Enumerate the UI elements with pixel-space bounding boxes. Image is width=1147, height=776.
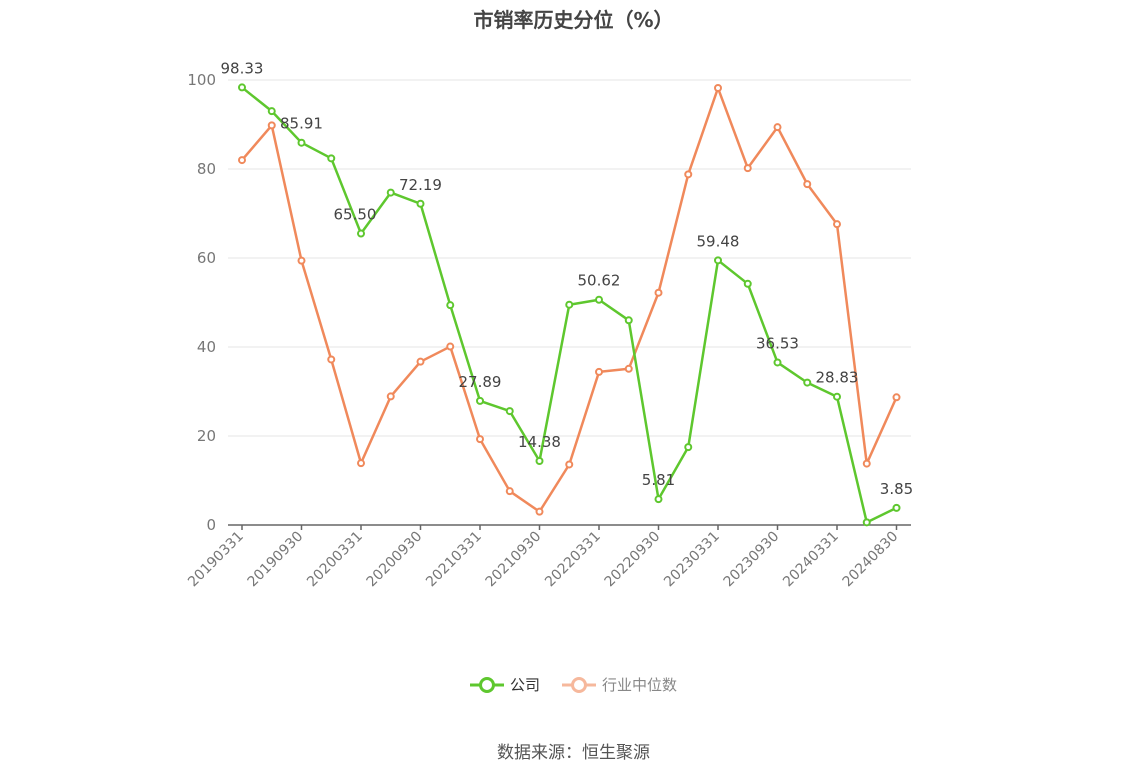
data-point — [327, 154, 336, 163]
data-point — [773, 358, 782, 367]
data-point — [267, 121, 276, 130]
x-axis: 2019033120190930202003312020093020210331… — [185, 524, 911, 591]
legend-item-company[interactable]: 公司 — [469, 674, 540, 695]
legend-marker-icon — [562, 676, 596, 693]
data-point — [714, 256, 722, 265]
data-point — [833, 220, 841, 229]
data-point — [565, 300, 574, 309]
data-point — [862, 459, 871, 468]
data-point — [862, 518, 871, 527]
data-point — [535, 457, 544, 466]
data-point — [416, 357, 425, 366]
x-tick-label: 20240830 — [840, 529, 902, 591]
data-point — [476, 396, 484, 405]
data-point — [743, 164, 752, 173]
data-point — [743, 279, 752, 288]
legend-label-company: 公司 — [509, 676, 540, 694]
x-tick-label: 20190331 — [185, 529, 247, 591]
legend-marker-icon — [469, 676, 504, 693]
data-point — [833, 392, 841, 401]
x-tick-label: 20230331 — [661, 529, 723, 591]
data-point — [803, 378, 812, 387]
data-point — [654, 495, 663, 504]
data-point — [892, 393, 901, 402]
data-point — [773, 123, 782, 132]
source-note: 数据来源：恒生聚源 — [497, 743, 650, 763]
data-point — [238, 156, 246, 165]
data-label: 72.19 — [399, 176, 442, 194]
data-point — [297, 256, 306, 265]
series-layer — [238, 83, 901, 527]
legend: 公司 行业中位数 — [0, 674, 1147, 695]
x-tick-label: 20240331 — [780, 529, 842, 591]
data-point — [505, 407, 514, 416]
data-label: 59.48 — [697, 232, 740, 250]
data-point — [565, 460, 574, 469]
data-point — [386, 188, 395, 197]
data-point — [684, 443, 693, 452]
x-tick-label: 20220331 — [542, 529, 604, 591]
data-label: 5.81 — [642, 471, 675, 489]
data-point — [714, 84, 722, 93]
data-point — [684, 170, 693, 179]
data-label: 65.50 — [334, 206, 377, 224]
data-point — [297, 138, 306, 147]
data-point — [505, 487, 514, 496]
data-point — [357, 459, 365, 468]
data-point — [416, 199, 425, 208]
x-tick-label: 20210930 — [483, 529, 545, 591]
data-labels: 98.33 85.91 65.50 72.19 27.89 14.38 50.62 5.81 5… — [221, 59, 914, 497]
data-point — [476, 435, 484, 444]
y-tick-label: 0 — [206, 516, 216, 534]
x-tick-label: 20190930 — [245, 529, 307, 591]
data-point — [803, 180, 812, 189]
data-point — [446, 342, 455, 351]
legend-item-industry[interactable]: 行业中位数 — [562, 674, 677, 695]
data-point — [327, 355, 336, 364]
data-point — [624, 364, 633, 373]
data-point — [892, 503, 901, 512]
data-label: 50.62 — [578, 272, 621, 290]
data-point — [595, 367, 603, 376]
data-label: 14.38 — [518, 433, 561, 451]
series-line-industry — [241, 86, 898, 513]
data-point — [446, 301, 455, 310]
data-label: 36.53 — [756, 334, 799, 352]
data-label: 3.85 — [880, 480, 913, 498]
y-tick-label: 80 — [197, 160, 216, 178]
x-tick-label: 20230930 — [721, 529, 783, 591]
data-point — [238, 83, 246, 92]
legend-label-industry: 行业中位数 — [602, 676, 678, 694]
y-tick-label: 20 — [197, 427, 216, 445]
data-point — [267, 107, 276, 116]
y-tick-label: 40 — [197, 338, 216, 356]
grid-lines — [228, 79, 911, 437]
y-tick-label: 60 — [197, 249, 216, 267]
data-label: 28.83 — [816, 369, 859, 387]
x-tick-label: 20220930 — [602, 529, 664, 591]
data-label: 98.33 — [221, 59, 264, 77]
x-tick-label: 20210331 — [423, 529, 485, 591]
x-tick-label: 20200930 — [364, 529, 426, 591]
y-axis: 0 20 40 60 80 100 — [187, 71, 216, 534]
data-point — [357, 229, 365, 238]
data-point — [624, 316, 633, 325]
data-point — [595, 295, 603, 304]
y-tick-label: 100 — [187, 71, 216, 89]
chart-title: 市销率历史分位（%） — [473, 8, 674, 32]
data-point — [654, 288, 663, 297]
x-tick-label: 20200331 — [304, 529, 366, 591]
data-point — [535, 507, 544, 516]
data-label: 85.91 — [280, 115, 323, 133]
data-label: 27.89 — [459, 373, 502, 391]
data-point — [386, 392, 395, 401]
